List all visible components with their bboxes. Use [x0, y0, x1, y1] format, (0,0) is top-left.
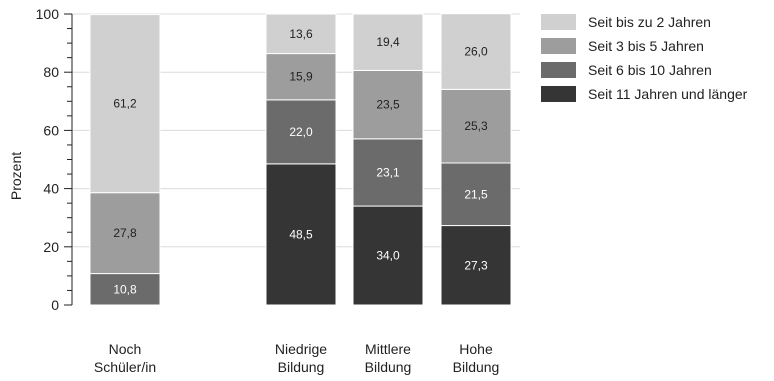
legend-label: Seit bis zu 2 Jahren	[588, 14, 711, 30]
bar-segment	[89, 14, 161, 194]
data-label: 48,5	[289, 227, 313, 241]
x-tick-label: Niedrige	[275, 341, 327, 357]
x-tick-label: Schüler/in	[94, 359, 156, 375]
bar-segment	[89, 273, 161, 306]
data-label: 61,2	[113, 97, 137, 111]
legend-swatch	[541, 14, 576, 30]
data-label: 13,6	[289, 27, 313, 41]
x-tick-label: Bildung	[278, 359, 325, 375]
bar-segment	[89, 192, 161, 275]
data-label: 25,3	[464, 119, 488, 133]
legend-label: Seit 3 bis 5 Jahren	[588, 38, 704, 54]
legend-label: Seit 6 bis 10 Jahren	[588, 62, 712, 78]
y-tick-label: 0	[51, 297, 59, 313]
data-label: 26,0	[464, 45, 488, 59]
y-tick-label: 40	[43, 181, 59, 197]
bar-segment	[440, 162, 512, 227]
data-label: 27,8	[113, 226, 137, 240]
data-label: 34,0	[376, 249, 400, 263]
data-label: 23,1	[376, 165, 400, 179]
data-label: 10,8	[113, 282, 137, 296]
bar-segment	[440, 13, 512, 90]
data-label: 21,5	[464, 187, 488, 201]
legend-swatch	[541, 62, 576, 78]
bar-segment	[352, 138, 424, 207]
y-tick-label: 20	[43, 239, 59, 255]
y-axis: 0 20 40 60 80 100	[36, 6, 73, 313]
x-tick-label: Bildung	[453, 359, 500, 375]
y-tick-label: 100	[36, 6, 60, 22]
data-label: 23,5	[376, 98, 400, 112]
legend-label: Seit 11 Jahren und länger	[588, 86, 748, 102]
legend-swatch	[541, 86, 576, 102]
bar-segment	[352, 69, 424, 140]
legend-swatch	[541, 38, 576, 54]
bar-segment	[265, 13, 337, 55]
bar-segment	[440, 225, 512, 306]
x-tick-label: Bildung	[365, 359, 412, 375]
data-label: 19,4	[376, 35, 400, 49]
y-tick-label: 60	[43, 122, 59, 138]
data-label: 22,0	[289, 125, 313, 139]
bar-segment	[352, 13, 424, 71]
y-tick-label: 80	[43, 64, 59, 80]
bars: 10,8 27,8 61,2 48,5 22,0 15,9 13,6 34,0 23,1 23,5…	[89, 13, 512, 306]
bar-segment	[352, 205, 424, 306]
legend: Seit bis zu 2 Jahren Seit 3 bis 5 Jahren S…	[541, 14, 748, 102]
x-axis-labels: Noch Schüler/in Niedrige Bildung Mittlere Bil…	[94, 341, 499, 375]
bar-segment	[440, 88, 512, 164]
data-label: 15,9	[289, 70, 313, 84]
x-tick-label: Mittlere	[365, 341, 411, 357]
y-axis-title: Prozent	[8, 152, 24, 200]
data-label: 27,3	[464, 258, 488, 272]
x-tick-label: Hohe	[459, 341, 493, 357]
x-tick-label: Noch	[109, 341, 142, 357]
